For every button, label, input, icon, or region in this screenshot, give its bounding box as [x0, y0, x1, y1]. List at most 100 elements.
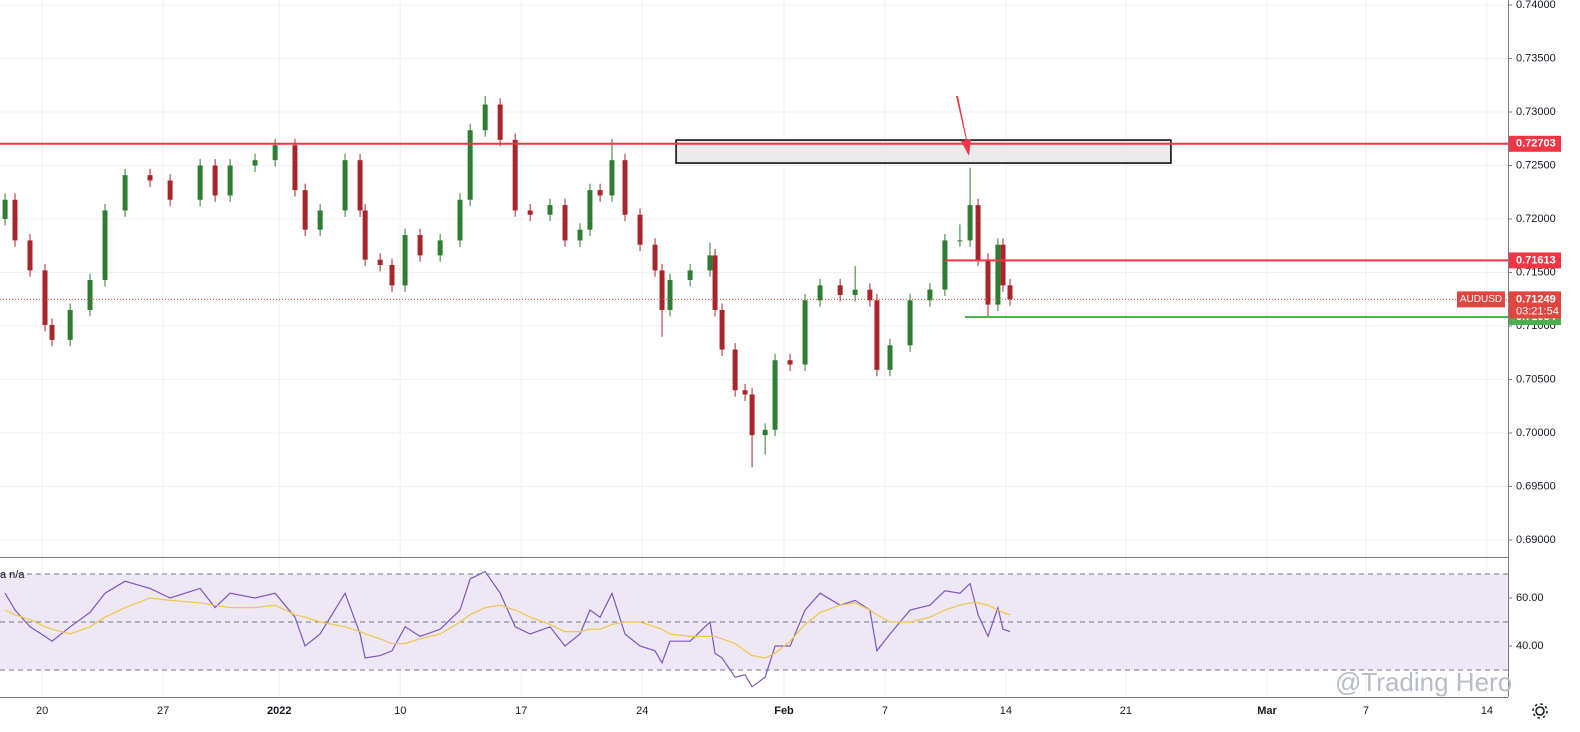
last-price-label: 0.71249: [1516, 293, 1556, 305]
candle-body: [659, 270, 665, 310]
candle-body: [482, 104, 488, 131]
candle-body: [292, 145, 298, 191]
candle-body: [377, 259, 383, 266]
x-tick-label: 10: [394, 705, 406, 717]
rsi-line: [4, 597, 1011, 659]
candle-body: [887, 345, 893, 370]
y-tick-label: 0.69500: [1516, 480, 1556, 492]
candle-body: [975, 205, 981, 260]
x-tick-label: Mar: [1257, 705, 1277, 717]
level-label: 0.72703: [1516, 138, 1556, 150]
y-tick-label: 0.72500: [1516, 159, 1556, 171]
countdown-label: 03:21:54: [1516, 305, 1559, 317]
candle-body: [417, 235, 423, 256]
plot: [0, 95, 1508, 688]
candle-body: [609, 160, 615, 196]
y-tick-label: 0.72000: [1516, 213, 1556, 225]
candle-body: [719, 309, 725, 350]
candle-body: [272, 145, 278, 161]
y-tick-label: 0.69000: [1516, 534, 1556, 546]
candle-body: [342, 160, 348, 211]
watermark: @Trading Hero: [1335, 667, 1512, 697]
candle-body: [467, 130, 473, 200]
candle-body: [667, 279, 673, 310]
candle-body: [597, 190, 603, 196]
candle-body: [1007, 285, 1013, 300]
grid: [0, 0, 1508, 697]
x-tick-label: 14: [1481, 705, 1493, 717]
candle-body: [252, 160, 258, 166]
x-tick-label: 27: [157, 705, 169, 717]
level-label-bg: [1509, 135, 1561, 152]
candle-body: [927, 289, 933, 301]
candle-body: [874, 300, 880, 370]
settings-icon[interactable]: [1532, 703, 1548, 719]
candle-body: [512, 139, 518, 211]
candle-body: [637, 214, 643, 245]
y-tick-label: 0.73000: [1516, 106, 1556, 118]
symbol-tag-bg: [1457, 291, 1505, 308]
candle-body: [732, 349, 738, 391]
candle-body: [622, 160, 628, 215]
candle-body: [577, 229, 583, 241]
x-tick-label: 14: [1000, 705, 1012, 717]
candle-body: [652, 244, 658, 271]
rsi-line: [4, 570, 1011, 688]
candle-body: [362, 210, 368, 260]
candle-body: [49, 324, 55, 340]
x-tick-label: Feb: [774, 705, 794, 717]
symbol-tag: AUDUSD: [1460, 294, 1502, 305]
x-tick-label: 17: [515, 705, 527, 717]
x-tick-label: 21: [1120, 705, 1132, 717]
candle-body: [122, 175, 128, 211]
candle-body: [317, 210, 323, 230]
x-tick-label: 7: [1363, 705, 1369, 717]
candle-body: [837, 285, 843, 295]
candle-body: [42, 270, 48, 325]
candle-body: [102, 210, 108, 280]
rsi-band: [0, 574, 1508, 671]
arrow: [956, 96, 971, 156]
candle-body: [707, 255, 713, 271]
candle-body: [712, 255, 718, 310]
candle-body: [12, 199, 18, 241]
candle-body: [402, 235, 408, 286]
x-tick-label: 24: [636, 705, 648, 717]
candle-body: [212, 165, 218, 196]
x-tick-label: 2022: [267, 705, 291, 717]
candle-body: [497, 104, 503, 140]
candle-body: [772, 360, 778, 430]
candle-body: [687, 270, 693, 280]
candle-body: [802, 300, 808, 365]
candle-body: [817, 285, 823, 301]
candle-body: [167, 180, 173, 200]
candle-body: [562, 205, 568, 241]
rsi-y-tick-label: 60.00: [1516, 592, 1544, 604]
x-tick-label: 20: [36, 705, 48, 717]
level-label-bg: [1509, 252, 1561, 269]
candle-body: [389, 265, 395, 286]
candle-body: [587, 190, 593, 230]
candle-body: [437, 240, 443, 256]
candle-body: [147, 175, 153, 181]
candle-body: [942, 240, 948, 290]
candle-body: [867, 289, 873, 301]
candle-body: [197, 165, 203, 200]
candle-body: [1000, 244, 1006, 286]
candle-body: [87, 279, 93, 310]
candle-body: [27, 240, 33, 271]
y-tick-label: 0.74000: [1516, 0, 1556, 11]
zone-box: [675, 139, 1172, 164]
level-label: 0.71613: [1516, 254, 1556, 266]
candle-body: [787, 360, 793, 365]
candle-body: [227, 165, 233, 196]
candle-body: [527, 210, 533, 215]
candle-body: [967, 205, 973, 241]
last-price-bg: [1509, 291, 1561, 319]
candle-body: [742, 390, 748, 395]
candle-body: [749, 394, 755, 436]
candle-body: [957, 240, 963, 242]
x-tick-label: 7: [882, 705, 888, 717]
candle-body: [547, 205, 553, 215]
